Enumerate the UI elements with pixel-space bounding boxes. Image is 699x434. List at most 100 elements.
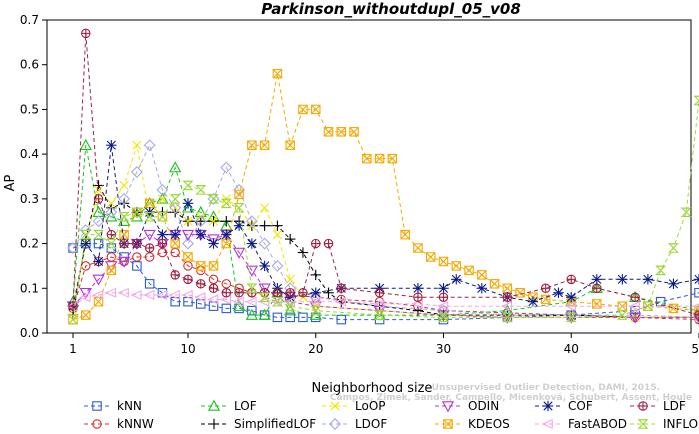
point-ldf — [413, 292, 423, 302]
point-ldf — [285, 288, 295, 298]
point-kdeos — [515, 288, 525, 298]
point-lof — [258, 308, 271, 320]
legend-marker — [541, 418, 553, 430]
point-fastabod — [373, 298, 385, 309]
point-fastabod — [117, 287, 129, 298]
point-inflo — [156, 211, 168, 222]
point-ldof — [437, 304, 450, 317]
point-ldof — [130, 166, 143, 179]
point-inflo — [284, 301, 296, 311]
series-inflo — [67, 95, 699, 325]
legend-label: KDEOS — [468, 417, 510, 431]
legend-item-cof: COF — [535, 399, 593, 413]
point-fastabod — [168, 289, 180, 301]
point-ldof — [182, 237, 194, 250]
point-fastabod — [334, 296, 347, 307]
point-fastabod — [194, 292, 206, 303]
point-cof — [80, 238, 91, 249]
y-tick-label: 0.5 — [20, 102, 39, 116]
legend-label: LOF — [234, 399, 257, 413]
legend-label: SimplifiedLOF — [234, 417, 316, 431]
point-fastabod — [309, 296, 321, 307]
point-cof — [617, 274, 628, 285]
x-tick-label: 30 — [436, 342, 451, 356]
point-ldf — [144, 243, 155, 253]
point-kdeos — [451, 261, 462, 271]
point-odin — [628, 312, 642, 324]
point-cof — [527, 296, 539, 307]
point-ldf — [298, 288, 308, 298]
point-ldof — [169, 201, 182, 214]
point-cof — [642, 274, 654, 285]
point-cof — [195, 229, 206, 240]
point-simplifiedlof — [310, 269, 321, 281]
legend-label: LDF — [663, 399, 686, 413]
series-line-ldof — [72, 143, 699, 318]
point-ldf — [234, 288, 244, 298]
chart-title: Parkinson_withoutdupl_05_v08 — [261, 0, 521, 18]
series-line-cof — [72, 145, 699, 307]
point-lof — [79, 138, 92, 150]
point-inflo — [680, 207, 692, 218]
point-ldf — [566, 274, 576, 285]
point-kdeos — [234, 189, 244, 200]
point-fastabod — [628, 301, 640, 312]
legend-marker — [637, 419, 649, 429]
legend-item-ldof: LDOF — [322, 417, 387, 431]
point-kdeos — [298, 104, 308, 115]
point-ldof — [258, 237, 271, 250]
point-kdeos — [285, 140, 295, 150]
point-fastabod — [181, 289, 193, 301]
point-ldf — [196, 279, 206, 289]
point-loop — [119, 180, 129, 191]
legend-label: ODIN — [468, 399, 499, 413]
point-inflo — [310, 305, 322, 316]
legend-item-simplifiedlof: SimplifiedLOF — [201, 417, 316, 431]
legend-label: INFLO — [663, 417, 698, 431]
y-tick-label: 0.3 — [20, 192, 39, 206]
series-line-knn — [72, 243, 699, 321]
point-odin — [232, 247, 246, 259]
point-ldf — [132, 238, 142, 249]
point-cof — [221, 229, 232, 240]
point-ldf — [68, 301, 78, 311]
point-ldof — [92, 215, 105, 228]
y-tick-label: 0.1 — [20, 281, 39, 295]
point-ldf — [374, 288, 385, 298]
series-line-ldf — [72, 33, 699, 316]
point-lof — [156, 192, 169, 204]
x-tick-label: 50 — [691, 342, 699, 356]
point-loop — [106, 198, 116, 208]
point-cof — [259, 260, 270, 272]
legend-item-loop: LoOP — [322, 399, 386, 413]
point-cof — [553, 287, 564, 298]
point-ldof — [207, 192, 220, 205]
point-ldof — [143, 139, 156, 152]
point-ldf — [183, 274, 193, 285]
point-knn — [272, 312, 283, 323]
point-fastabod — [130, 289, 142, 301]
point-kdeos — [489, 279, 500, 289]
series-layer — [66, 28, 699, 325]
legend-marker — [638, 401, 648, 411]
point-kdeos — [81, 310, 91, 320]
point-cof — [233, 220, 245, 231]
series-ldf — [68, 28, 699, 320]
point-ldf — [336, 283, 347, 294]
point-cof — [566, 292, 577, 303]
point-lof — [181, 201, 195, 213]
point-inflo — [67, 314, 79, 325]
point-cof — [246, 238, 258, 249]
x-tick-label: 1 — [69, 342, 77, 356]
point-ldf — [81, 28, 91, 39]
legend-marker — [208, 418, 220, 430]
point-inflo — [144, 211, 156, 222]
point-kdeos — [668, 303, 679, 314]
legend-marker — [329, 418, 341, 430]
point-cof — [693, 274, 699, 285]
point-cof — [182, 198, 194, 209]
point-cof — [208, 238, 219, 249]
point-ldf — [438, 292, 449, 302]
point-simplifiedlof — [284, 233, 296, 245]
